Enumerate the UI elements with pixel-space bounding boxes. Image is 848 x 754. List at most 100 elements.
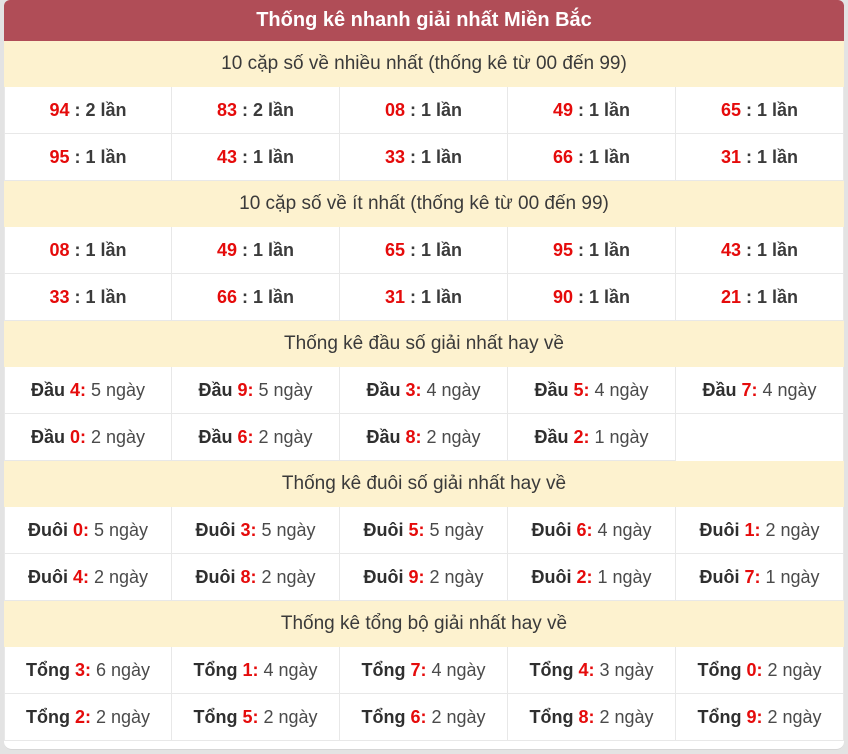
pair-number: 65 [384,239,405,260]
pair-number: 83 [216,99,237,120]
digit-days: 2 ngày [429,566,484,587]
digit-number: 7: [741,379,758,400]
digit-days: 1 ngày [765,566,820,587]
digit-label: Đuôi [699,566,740,587]
digit-number: 2: [573,426,590,447]
digit-label: Đầu [366,379,401,400]
stat-cell: Tổng 8: 2 ngày [508,694,676,741]
digit-days: 2 ngày [767,706,822,727]
digit-label: Tổng [25,659,70,680]
digit-days: 4 ngày [594,379,649,400]
digit-number: 1: [744,519,761,540]
digit-label: Tổng [529,659,574,680]
digit-number: 4: [69,379,86,400]
pair-count: : 1 lần [410,99,463,120]
digit-number: 9: [746,706,763,727]
table-title: Thống kê nhanh giải nhất Miền Bắc [4,0,844,41]
digit-days: 4 ngày [431,659,486,680]
digit-label: Đầu [366,426,401,447]
digit-number: 2: [576,566,593,587]
stat-cell: Đuôi 3: 5 ngày [172,507,340,554]
stat-cell: Đuôi 6: 4 ngày [508,507,676,554]
pair-number: 31 [384,286,405,307]
stat-cell: 31: 1 lần [676,134,844,181]
digit-label: Đầu [30,379,65,400]
digit-number: 0: [746,659,763,680]
stat-cell: Tổng 1: 4 ngày [172,647,340,694]
stat-row: 95: 1 lần 43: 1 lần 33: 1 lần 66: 1 lần … [4,134,844,181]
stat-cell: 95: 1 lần [4,134,172,181]
digit-number: 5: [242,706,259,727]
section-heading-text: 10 cặp số về ít nhất (thống kê từ 00 đến… [239,193,609,214]
stat-row: Đầu 0: 2 ngày Đầu 6: 2 ngày Đầu 8: 2 ngày Đầu 2… [4,414,844,461]
digit-days: 5 ngày [261,519,316,540]
stat-cell: 08: 1 lần [340,87,508,134]
stat-cell: 66: 1 lần [508,134,676,181]
digit-number: 9: [237,379,254,400]
digit-days: 4 ngày [762,379,817,400]
digit-number: 6: [237,426,254,447]
digit-label: Đuôi [27,566,68,587]
pair-number: 95 [552,239,573,260]
table-title-text: Thống kê nhanh giải nhất Miền Bắc [256,9,592,31]
stat-cell: Đuôi 0: 5 ngày [4,507,172,554]
digit-number: 3: [74,659,91,680]
stat-cell: Tổng 0: 2 ngày [676,647,844,694]
stat-cell: Đầu 6: 2 ngày [172,414,340,461]
digit-days: 5 ngày [90,379,146,400]
pair-number: 95 [49,146,70,167]
digit-label: Tổng [697,659,742,680]
digit-days: 2 ngày [599,706,654,727]
pair-number: 21 [720,286,741,307]
digit-number: 8: [578,706,595,727]
section-heading-head-digit: Thống kê đầu số giải nhất hay về [4,321,844,367]
digit-label: Đuôi [363,566,404,587]
pair-count: : 2 lần [74,99,127,120]
pair-number: 43 [216,146,237,167]
pair-count: : 1 lần [410,239,463,260]
digit-number: 6: [410,706,427,727]
pair-count: : 2 lần [242,99,295,120]
pair-count: : 1 lần [578,146,631,167]
stat-cell: 21: 1 lần [676,274,844,321]
pair-count: : 1 lần [746,286,799,307]
stat-cell: 08: 1 lần [4,227,172,274]
stat-cell: Đuôi 1: 2 ngày [676,507,844,554]
section-heading-tail-digit: Thống kê đuôi số giải nhất hay về [4,461,844,507]
digit-label: Tổng [193,659,238,680]
pair-number: 65 [720,99,741,120]
digit-label: Đuôi [27,519,68,540]
stat-cell: 43: 1 lần [676,227,844,274]
section-heading-text: 10 cặp số về nhiều nhất (thống kê từ 00 … [221,53,627,74]
section-heading-text: Thống kê đầu số giải nhất hay về [284,333,564,354]
stat-cell: Đuôi 2: 1 ngày [508,554,676,601]
stat-cell: 65: 1 lần [340,227,508,274]
stat-row: Tổng 2: 2 ngày Tổng 5: 2 ngày Tổng 6: 2 ngày T… [4,694,844,741]
digit-days: 4 ngày [263,659,318,680]
pair-count: : 1 lần [410,286,463,307]
stat-cell: Đầu 0: 2 ngày [4,414,172,461]
pair-number: 66 [216,286,237,307]
digit-number: 5: [573,379,590,400]
stat-row: Tổng 3: 6 ngày Tổng 1: 4 ngày Tổng 7: 4 ngày T… [4,647,844,694]
stat-cell: Đầu 2: 1 ngày [508,414,676,461]
digit-label: Đuôi [531,566,572,587]
stat-cell: Đuôi 8: 2 ngày [172,554,340,601]
digit-number: 2: [74,706,91,727]
digit-days: 1 ngày [594,426,649,447]
stat-cell: Tổng 2: 2 ngày [4,694,172,741]
digit-number: 0: [69,426,86,447]
stat-cell: Đuôi 5: 5 ngày [340,507,508,554]
section-heading-least-frequent: 10 cặp số về ít nhất (thống kê từ 00 đến… [4,181,844,227]
stat-row: Đầu 4: 5 ngày Đầu 9: 5 ngày Đầu 3: 4 ngày Đầu 5… [4,367,844,414]
stat-cell: Đầu 7: 4 ngày [676,367,844,414]
pair-count: : 1 lần [578,286,631,307]
stat-cell-empty [676,414,844,461]
digit-label: Tổng [697,706,742,727]
digit-label: Đầu [198,379,233,400]
stat-cell: Tổng 4: 3 ngày [508,647,676,694]
digit-days: 2 ngày [261,566,316,587]
stat-cell: 43: 1 lần [172,134,340,181]
stat-cell: 49: 1 lần [172,227,340,274]
digit-days: 2 ngày [93,566,149,587]
